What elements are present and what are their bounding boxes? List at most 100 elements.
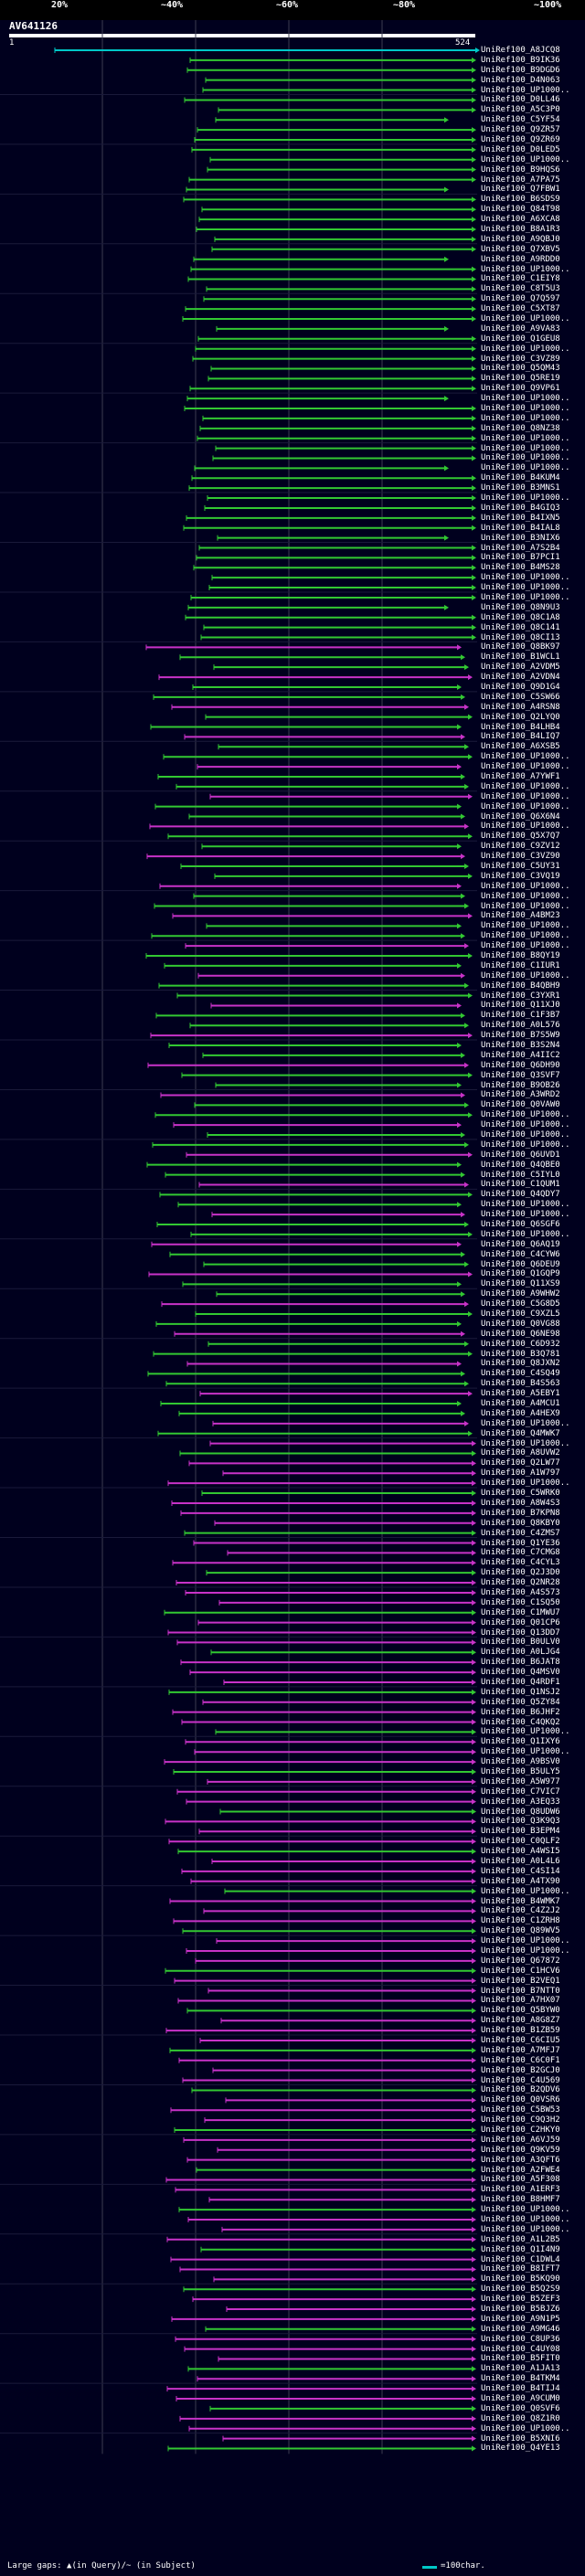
hit-link[interactable]: UniRef100_C4U569 xyxy=(481,2075,560,2085)
hit-link[interactable]: UniRef100_UP1000.. xyxy=(481,1200,570,1210)
hit-link[interactable]: UniRef100_UP1000.. xyxy=(481,154,570,164)
hit-link[interactable]: UniRef100_Q0VSR6 xyxy=(481,2095,560,2105)
hit-link[interactable]: UniRef100_A7HX07 xyxy=(481,1996,560,2006)
hit-link[interactable]: UniRef100_B9IK36 xyxy=(481,55,560,65)
hit-link[interactable]: UniRef100_UP1000.. xyxy=(481,413,570,423)
hit-link[interactable]: UniRef100_C4QKQ2 xyxy=(481,1717,560,1727)
hit-link[interactable]: UniRef100_A4IIC2 xyxy=(481,1050,560,1060)
hit-link[interactable]: UniRef100_A4S573 xyxy=(481,1587,560,1597)
hit-link[interactable]: UniRef100_Q1I4N9 xyxy=(481,2244,560,2254)
hit-link[interactable]: UniRef100_B9OB26 xyxy=(481,1080,560,1090)
hit-link[interactable]: UniRef100_B6JAT8 xyxy=(481,1658,560,1668)
hit-link[interactable]: UniRef100_UP1000.. xyxy=(481,901,570,911)
hit-link[interactable]: UniRef100_A9BSV0 xyxy=(481,1757,560,1767)
hit-link[interactable]: UniRef100_B3S2N4 xyxy=(481,1041,560,1050)
hit-link[interactable]: UniRef100_Q8UDW6 xyxy=(481,1807,560,1817)
hit-link[interactable]: UniRef100_B5FIT0 xyxy=(481,2354,560,2364)
hit-link[interactable]: UniRef100_Q0SVF6 xyxy=(481,2403,560,2413)
hit-link[interactable]: UniRef100_B8A1R3 xyxy=(481,225,560,235)
hit-link[interactable]: UniRef100_C8T5U3 xyxy=(481,284,560,294)
hit-link[interactable]: UniRef100_A7MFJ7 xyxy=(481,2045,560,2055)
hit-link[interactable]: UniRef100_C9ZV12 xyxy=(481,842,560,852)
hit-link[interactable]: UniRef100_UP1000.. xyxy=(481,1140,570,1150)
hit-link[interactable]: UniRef100_Q7Q597 xyxy=(481,294,560,304)
hit-link[interactable]: UniRef100_Q67872 xyxy=(481,1956,560,1966)
hit-link[interactable]: UniRef100_Q8JXN2 xyxy=(481,1359,560,1369)
hit-link[interactable]: UniRef100_B4S563 xyxy=(481,1379,560,1389)
hit-link[interactable]: UniRef100_D0LL46 xyxy=(481,95,560,105)
hit-link[interactable]: UniRef100_C1HCV6 xyxy=(481,1966,560,1976)
hit-link[interactable]: UniRef100_A6XCA8 xyxy=(481,215,560,225)
hit-link[interactable]: UniRef100_B2VEQ1 xyxy=(481,1976,560,1986)
hit-link[interactable]: UniRef100_A7PA75 xyxy=(481,175,560,185)
hit-link[interactable]: UniRef100_A2FWE4 xyxy=(481,2165,560,2175)
hit-link[interactable]: UniRef100_B3EPM4 xyxy=(481,1827,560,1837)
hit-link[interactable]: UniRef100_Q6DEU9 xyxy=(481,1259,560,1269)
hit-link[interactable]: UniRef100_UP1000.. xyxy=(481,433,570,443)
hit-link[interactable]: UniRef100_Q0VAW0 xyxy=(481,1100,560,1110)
hit-link[interactable]: UniRef100_C6CIU5 xyxy=(481,2036,560,2045)
hit-link[interactable]: UniRef100_A1L2B5 xyxy=(481,2234,560,2244)
hit-link[interactable]: UniRef100_UP1000.. xyxy=(481,583,570,593)
hit-link[interactable]: UniRef100_Q6UVD1 xyxy=(481,1150,560,1160)
hit-link[interactable]: UniRef100_Q2LYQ0 xyxy=(481,712,560,722)
hit-link[interactable]: UniRef100_B5BJZ6 xyxy=(481,2305,560,2315)
hit-link[interactable]: UniRef100_UP1000.. xyxy=(481,2423,570,2433)
hit-link[interactable]: UniRef100_C3YXR1 xyxy=(481,991,560,1001)
hit-link[interactable]: UniRef100_A9VA83 xyxy=(481,323,560,334)
hit-link[interactable]: UniRef100_UP1000.. xyxy=(481,1110,570,1120)
hit-link[interactable]: UniRef100_B3Q781 xyxy=(481,1349,560,1359)
hit-link[interactable]: UniRef100_Q8BK97 xyxy=(481,642,560,652)
hit-link[interactable]: UniRef100_B6SDS9 xyxy=(481,195,560,205)
hit-link[interactable]: UniRef100_Q9KV59 xyxy=(481,2145,560,2155)
hit-link[interactable]: UniRef100_UP1000.. xyxy=(481,1130,570,1140)
hit-link[interactable]: UniRef100_Q5BYW0 xyxy=(481,2006,560,2016)
hit-link[interactable]: UniRef100_C1MWU7 xyxy=(481,1607,560,1617)
hit-link[interactable]: UniRef100_UP1000.. xyxy=(481,1479,570,1489)
hit-link[interactable]: UniRef100_B7PCI1 xyxy=(481,553,560,563)
hit-link[interactable]: UniRef100_B6JHF2 xyxy=(481,1707,560,1717)
hit-link[interactable]: UniRef100_C4UY08 xyxy=(481,2344,560,2354)
hit-link[interactable]: UniRef100_C0QLF2 xyxy=(481,1837,560,1847)
hit-link[interactable]: UniRef100_Q8N9U3 xyxy=(481,602,560,612)
hit-link[interactable]: UniRef100_Q6SGF6 xyxy=(481,1220,560,1230)
hit-link[interactable]: UniRef100_UP1000.. xyxy=(481,822,570,832)
hit-link[interactable]: UniRef100_A7S2B4 xyxy=(481,543,560,553)
hit-link[interactable]: UniRef100_C8UP36 xyxy=(481,2334,560,2344)
hit-link[interactable]: UniRef100_B0ULV0 xyxy=(481,1638,560,1648)
hit-link[interactable]: UniRef100_C4SI14 xyxy=(481,1866,560,1876)
hit-link[interactable]: UniRef100_Q0VG88 xyxy=(481,1319,560,1329)
hit-link[interactable]: UniRef100_UP1000.. xyxy=(481,443,570,453)
hit-link[interactable]: UniRef100_Q84T98 xyxy=(481,205,560,215)
hit-link[interactable]: UniRef100_B5ULY5 xyxy=(481,1766,560,1776)
hit-link[interactable]: UniRef100_C1ZRH8 xyxy=(481,1916,560,1926)
hit-link[interactable]: UniRef100_C1QUM1 xyxy=(481,1180,560,1190)
hit-link[interactable]: UniRef100_Q01CP6 xyxy=(481,1617,560,1627)
hit-link[interactable]: UniRef100_Q8NZ38 xyxy=(481,423,560,433)
hit-link[interactable]: UniRef100_Q6AQ19 xyxy=(481,1239,560,1249)
hit-link[interactable]: UniRef100_A9CUM0 xyxy=(481,2394,560,2404)
hit-link[interactable]: UniRef100_Q11XJ0 xyxy=(481,1001,560,1011)
hit-link[interactable]: UniRef100_C5G8D5 xyxy=(481,1299,560,1309)
hit-link[interactable]: UniRef100_C5IYL0 xyxy=(481,1170,560,1180)
hit-link[interactable]: UniRef100_A2VDN4 xyxy=(481,673,560,683)
hit-link[interactable]: UniRef100_B7S5W9 xyxy=(481,1031,560,1041)
hit-link[interactable]: UniRef100_B2GCJ0 xyxy=(481,2065,560,2075)
hit-link[interactable]: UniRef100_A8UVW2 xyxy=(481,1448,560,1458)
hit-link[interactable]: UniRef100_A8G8Z7 xyxy=(481,2016,560,2026)
hit-link[interactable]: UniRef100_UP1000.. xyxy=(481,921,570,931)
hit-link[interactable]: UniRef100_Q11XS9 xyxy=(481,1279,560,1289)
hit-link[interactable]: UniRef100_A5W977 xyxy=(481,1776,560,1786)
hit-link[interactable]: UniRef100_C1IUR1 xyxy=(481,960,560,970)
hit-link[interactable]: UniRef100_Q4RDF1 xyxy=(481,1677,560,1687)
hit-link[interactable]: UniRef100_C5XT87 xyxy=(481,304,560,314)
hit-link[interactable]: UniRef100_Q8C1A8 xyxy=(481,612,560,622)
hit-link[interactable]: UniRef100_C4CYL3 xyxy=(481,1558,560,1568)
hit-link[interactable]: UniRef100_A4HEX9 xyxy=(481,1408,560,1418)
hit-link[interactable]: UniRef100_UP1000.. xyxy=(481,752,570,762)
hit-link[interactable]: UniRef100_UP1000.. xyxy=(481,931,570,941)
hit-link[interactable]: UniRef100_UP1000.. xyxy=(481,762,570,772)
hit-link[interactable]: UniRef100_UP1000.. xyxy=(481,344,570,354)
hit-link[interactable]: UniRef100_B7NTT0 xyxy=(481,1986,560,1996)
hit-link[interactable]: UniRef100_UP1000.. xyxy=(481,2215,570,2225)
